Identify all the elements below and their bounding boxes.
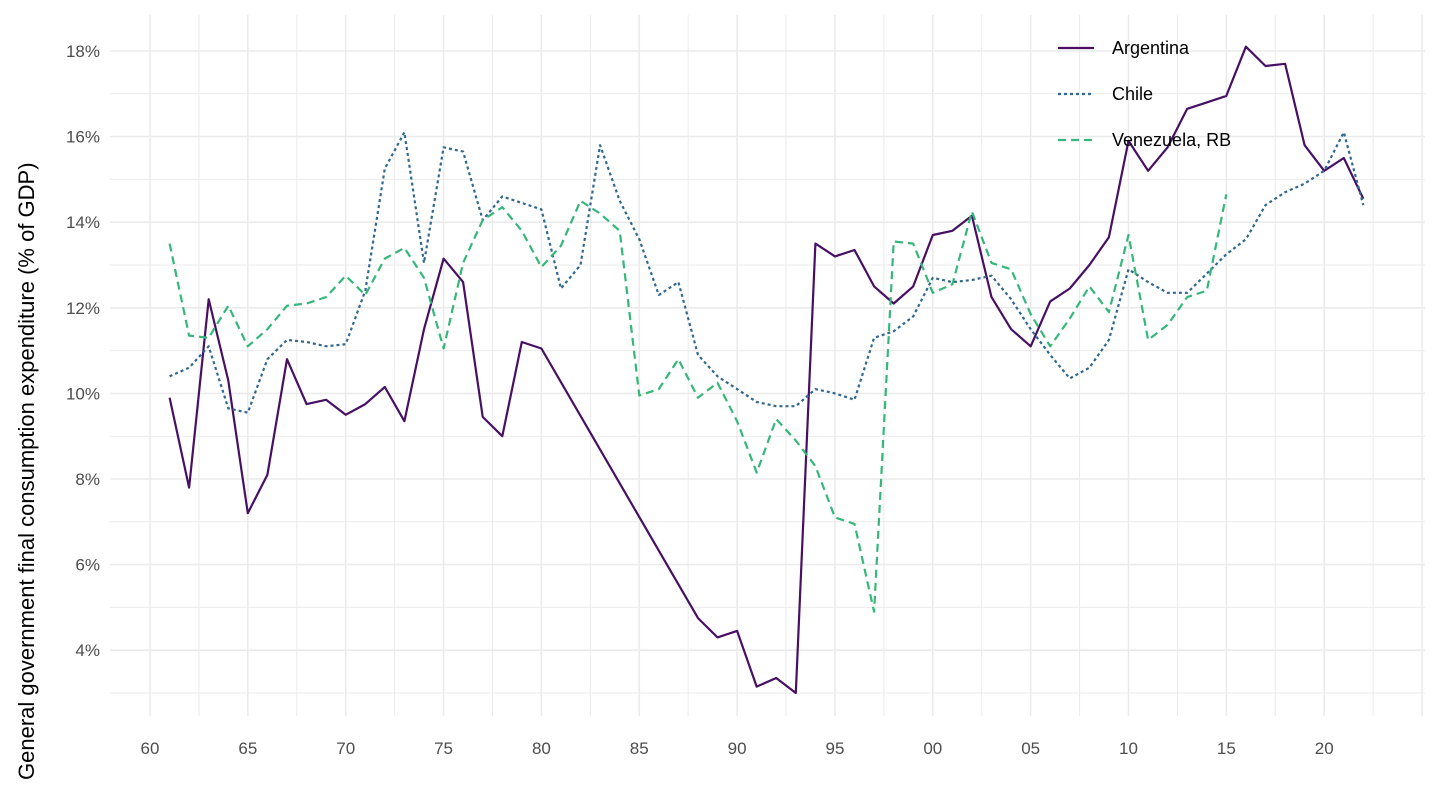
y-tick-label: 16%: [66, 128, 100, 147]
x-tick-label: 95: [825, 739, 844, 758]
legend-label: Chile: [1112, 84, 1153, 104]
legend: Argentina Chile Venezuela, RB: [1058, 38, 1231, 150]
x-tick-label: 65: [238, 739, 257, 758]
x-tick-label: 90: [728, 739, 747, 758]
y-tick-label: 8%: [75, 470, 100, 489]
x-tick-label: 80: [532, 739, 551, 758]
x-axis-ticks: 60 65 70 75 80 85 90 95 00 05 10 15 20: [141, 739, 1334, 758]
y-axis-label: General government final consumption exp…: [14, 162, 39, 780]
x-tick-label: 15: [1217, 739, 1236, 758]
legend-label: Argentina: [1112, 38, 1190, 58]
y-tick-label: 6%: [75, 556, 100, 575]
x-tick-label: 05: [1021, 739, 1040, 758]
y-tick-label: 12%: [66, 299, 100, 318]
grid: [110, 15, 1425, 716]
x-tick-label: 60: [141, 739, 160, 758]
x-tick-label: 70: [336, 739, 355, 758]
y-tick-label: 18%: [66, 42, 100, 61]
x-tick-label: 20: [1315, 739, 1334, 758]
series-line-venezuela-rb: [168, 194, 1228, 613]
series-line-chile: [169, 131, 1365, 414]
y-tick-label: 10%: [66, 384, 100, 403]
series-lines: [168, 45, 1365, 695]
x-tick-label: 85: [630, 739, 649, 758]
x-tick-label: 10: [1119, 739, 1138, 758]
y-axis-ticks: 4% 6% 8% 10% 12% 14% 16% 18%: [66, 42, 100, 660]
x-tick-label: 00: [923, 739, 942, 758]
legend-label: Venezuela, RB: [1112, 130, 1231, 150]
x-tick-label: 75: [434, 739, 453, 758]
y-tick-label: 14%: [66, 213, 100, 232]
y-tick-label: 4%: [75, 641, 100, 660]
series-line-argentina: [168, 45, 1365, 695]
